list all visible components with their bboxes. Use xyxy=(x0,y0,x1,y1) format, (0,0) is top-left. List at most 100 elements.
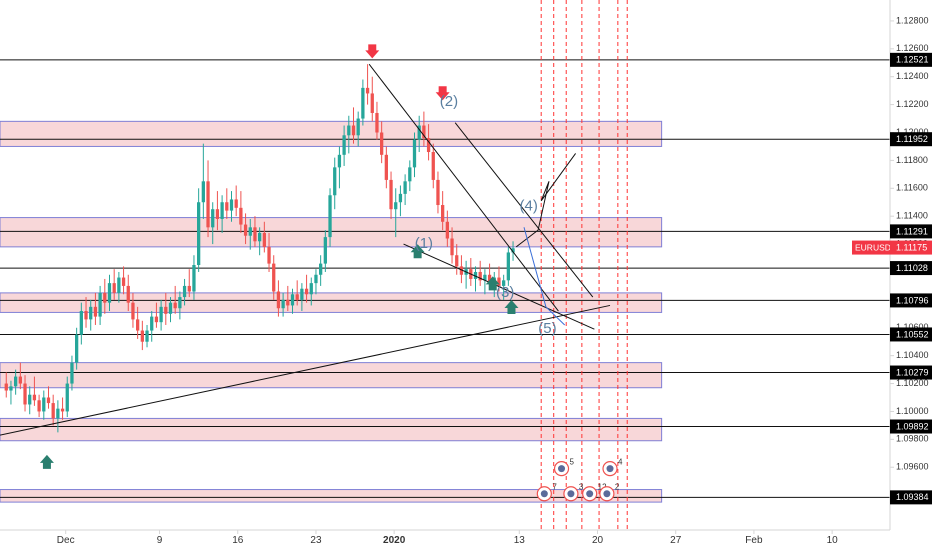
candle-body[interactable] xyxy=(450,238,454,256)
candle-body[interactable] xyxy=(253,227,257,242)
candle-body[interactable] xyxy=(201,181,205,203)
candle-body[interactable] xyxy=(281,299,285,309)
candle-body[interactable] xyxy=(178,297,182,309)
candle-body[interactable] xyxy=(487,274,492,284)
candle-body[interactable] xyxy=(84,311,88,320)
candle-body[interactable] xyxy=(502,280,506,286)
level-price-tag[interactable] xyxy=(890,490,932,505)
candle-body[interactable] xyxy=(394,202,398,210)
candle-body[interactable] xyxy=(384,154,388,180)
trend-line[interactable] xyxy=(454,122,594,298)
candle-body[interactable] xyxy=(112,283,116,293)
wave-label[interactable]: (2) xyxy=(440,93,458,110)
candle-body[interactable] xyxy=(32,394,37,401)
candle-body[interactable] xyxy=(351,125,356,136)
candle-body[interactable] xyxy=(136,319,140,331)
candle-body[interactable] xyxy=(192,265,196,292)
candle-body[interactable] xyxy=(478,271,482,281)
sell-arrow-icon[interactable] xyxy=(365,44,380,59)
candle-body[interactable] xyxy=(455,255,459,267)
candle-body[interactable] xyxy=(333,167,337,196)
wave-label[interactable]: (3) xyxy=(496,284,514,301)
level-price-tag[interactable] xyxy=(890,419,932,434)
candle-body[interactable] xyxy=(220,202,224,219)
candle-body[interactable] xyxy=(272,263,276,292)
candle-body[interactable] xyxy=(295,294,299,300)
candle-body[interactable] xyxy=(28,394,32,405)
candle-body[interactable] xyxy=(182,285,187,298)
candle-body[interactable] xyxy=(361,87,365,119)
candle-body[interactable] xyxy=(319,263,323,275)
candle-body[interactable] xyxy=(126,285,130,303)
candle-body[interactable] xyxy=(103,292,107,303)
candle-body[interactable] xyxy=(248,227,252,236)
candle-body[interactable] xyxy=(18,376,22,384)
level-price-tag[interactable] xyxy=(890,293,932,308)
candle-body[interactable] xyxy=(206,181,210,228)
resistance-zone[interactable] xyxy=(0,362,663,389)
level-price-tag[interactable] xyxy=(890,224,932,239)
candle-body[interactable] xyxy=(229,199,234,211)
candle-body[interactable] xyxy=(276,291,281,309)
candle-body[interactable] xyxy=(323,237,327,264)
candle-body[interactable] xyxy=(140,330,144,342)
candle-body[interactable] xyxy=(408,167,412,182)
candle-body[interactable] xyxy=(403,181,407,194)
candle-body[interactable] xyxy=(267,246,271,264)
candle-body[interactable] xyxy=(506,252,510,281)
candle-body[interactable] xyxy=(258,232,262,242)
candle-body[interactable] xyxy=(304,288,309,295)
candle-body[interactable] xyxy=(337,154,342,168)
target-path[interactable] xyxy=(523,227,566,326)
candle-body[interactable] xyxy=(314,274,318,284)
candle-body[interactable] xyxy=(225,202,229,211)
projection-path[interactable] xyxy=(515,153,577,248)
candle-body[interactable] xyxy=(46,397,51,404)
candle-body[interactable] xyxy=(60,408,65,412)
candle-body[interactable] xyxy=(70,362,74,384)
candle-body[interactable] xyxy=(117,277,121,293)
time-axis[interactable]: Dec 9 16 23 2020 13 20 27 Feb 10 xyxy=(57,530,838,546)
candle-body[interactable] xyxy=(473,271,478,279)
candle-body[interactable] xyxy=(234,199,238,208)
candle-body[interactable] xyxy=(290,294,295,306)
candle-body[interactable] xyxy=(4,383,8,391)
candle-body[interactable] xyxy=(89,306,93,320)
resistance-zone[interactable] xyxy=(0,489,663,503)
candle-body[interactable] xyxy=(197,202,201,265)
wave-label[interactable]: (5) xyxy=(538,320,556,337)
symbol-tag[interactable] xyxy=(852,240,890,255)
candle-body[interactable] xyxy=(483,274,487,281)
candle-body[interactable] xyxy=(121,277,126,286)
candle-body[interactable] xyxy=(56,408,60,419)
candle-body[interactable] xyxy=(51,403,55,419)
candle-body[interactable] xyxy=(426,138,431,153)
buy-arrow-icon[interactable] xyxy=(410,244,425,259)
candle-body[interactable] xyxy=(13,376,18,387)
candle-body[interactable] xyxy=(164,306,168,314)
candle-body[interactable] xyxy=(286,299,290,306)
trend-line[interactable] xyxy=(0,304,611,436)
candle-body[interactable] xyxy=(436,179,440,206)
candle-body[interactable] xyxy=(107,283,112,303)
candle-body[interactable] xyxy=(328,195,332,238)
candle-body[interactable] xyxy=(262,232,266,247)
candle-body[interactable] xyxy=(173,302,177,309)
level-price-tag[interactable] xyxy=(890,327,932,342)
wave-label[interactable]: (1) xyxy=(415,235,433,252)
level-price-tag[interactable] xyxy=(890,52,932,67)
sell-arrow-icon[interactable] xyxy=(435,86,450,101)
candle-body[interactable] xyxy=(375,112,379,133)
candle-body[interactable] xyxy=(459,266,464,275)
candle-body[interactable] xyxy=(365,87,370,94)
candle-body[interactable] xyxy=(154,316,159,323)
candle-body[interactable] xyxy=(211,209,215,228)
candle-body[interactable] xyxy=(65,383,69,412)
candle-body[interactable] xyxy=(347,125,351,136)
candle-body[interactable] xyxy=(441,205,445,222)
buy-arrow-icon[interactable] xyxy=(504,300,519,315)
candle-body[interactable] xyxy=(79,311,83,335)
candle-body[interactable] xyxy=(215,209,220,219)
candle-body[interactable] xyxy=(445,221,449,239)
candle-body[interactable] xyxy=(431,152,435,180)
